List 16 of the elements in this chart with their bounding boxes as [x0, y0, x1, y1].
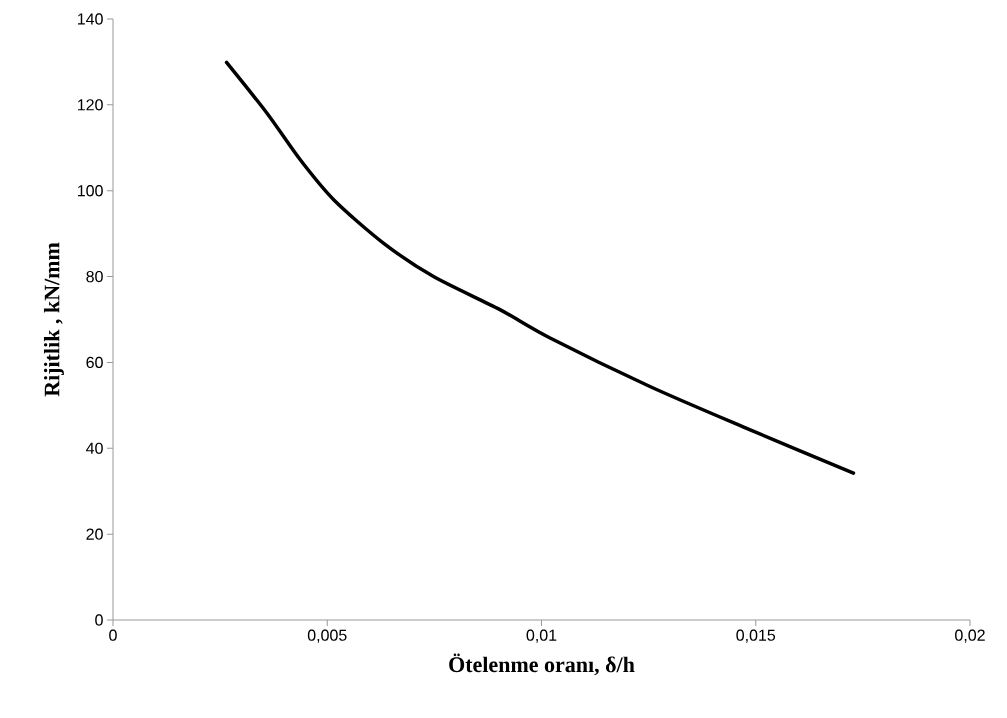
x-tick-label: 0,005 — [307, 629, 347, 643]
x-axis-title: Ötelenme oranı, δ/h — [449, 653, 635, 676]
y-tick-label: 120 — [78, 99, 103, 111]
line-series — [224, 60, 856, 475]
x-tick-label: 0,02 — [955, 629, 985, 643]
x-tick-label: 0 — [109, 629, 117, 641]
y-tick-label: 0 — [95, 614, 103, 626]
y-tick-label: 140 — [78, 13, 103, 25]
x-tick-label: 0,015 — [736, 629, 776, 643]
x-tick-label: 0,01 — [526, 629, 557, 643]
y-tick-label: 40 — [86, 442, 103, 454]
y-axis-title: Rijitlik , kN/mm — [43, 242, 64, 397]
y-tick-label: 100 — [78, 185, 103, 197]
y-tick-label: 20 — [86, 528, 103, 540]
y-tick-label: 80 — [86, 270, 103, 283]
y-tick-label: 60 — [86, 356, 103, 369]
